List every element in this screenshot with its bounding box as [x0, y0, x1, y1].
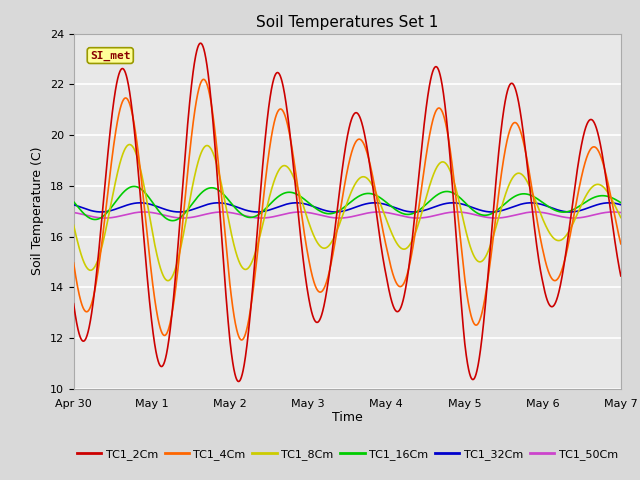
X-axis label: Time: Time — [332, 411, 363, 424]
TC1_8Cm — [303, 216, 311, 222]
TC1_8Cm — [617, 215, 625, 220]
TC1_16Cm — [130, 183, 138, 189]
TC1_16Cm — [303, 199, 311, 204]
TC1_8Cm — [132, 151, 140, 157]
TC1_32Cm — [97, 209, 105, 215]
TC1_50Cm — [218, 209, 226, 215]
Line: TC1_32Cm: TC1_32Cm — [74, 203, 621, 212]
TC1_4Cm — [200, 76, 207, 82]
TC1_32Cm — [70, 202, 77, 207]
TC1_16Cm — [617, 200, 625, 205]
TC1_16Cm — [132, 184, 140, 190]
TC1_2Cm — [548, 304, 556, 310]
TC1_4Cm — [607, 192, 614, 197]
Line: TC1_50Cm: TC1_50Cm — [74, 212, 621, 218]
TC1_2Cm — [132, 144, 140, 150]
TC1_32Cm — [132, 200, 140, 206]
TC1_32Cm — [280, 202, 287, 208]
Line: TC1_16Cm: TC1_16Cm — [74, 186, 621, 221]
Line: TC1_4Cm: TC1_4Cm — [74, 79, 621, 340]
TC1_50Cm — [617, 210, 625, 216]
TC1_4Cm — [303, 250, 311, 256]
TC1_50Cm — [280, 211, 287, 217]
TC1_2Cm — [235, 379, 243, 384]
TC1_8Cm — [280, 163, 287, 168]
TC1_16Cm — [165, 217, 173, 223]
TC1_32Cm — [303, 202, 311, 207]
TC1_8Cm — [164, 278, 172, 284]
TC1_4Cm — [280, 109, 287, 115]
TC1_2Cm — [196, 40, 204, 46]
Legend: TC1_2Cm, TC1_4Cm, TC1_8Cm, TC1_16Cm, TC1_32Cm, TC1_50Cm: TC1_2Cm, TC1_4Cm, TC1_8Cm, TC1_16Cm, TC1… — [72, 444, 622, 464]
TC1_2Cm — [70, 301, 77, 307]
TC1_8Cm — [165, 277, 173, 283]
TC1_32Cm — [292, 200, 300, 206]
TC1_2Cm — [164, 339, 172, 345]
Text: SI_met: SI_met — [90, 50, 131, 60]
TC1_32Cm — [607, 200, 614, 206]
TC1_2Cm — [303, 288, 311, 294]
TC1_8Cm — [548, 233, 556, 239]
Title: Soil Temperatures Set 1: Soil Temperatures Set 1 — [256, 15, 438, 30]
TC1_50Cm — [164, 213, 172, 219]
TC1_2Cm — [607, 206, 614, 212]
TC1_32Cm — [548, 205, 556, 211]
TC1_8Cm — [70, 222, 77, 228]
Y-axis label: Soil Temperature (C): Soil Temperature (C) — [31, 147, 44, 276]
TC1_16Cm — [607, 194, 614, 200]
TC1_4Cm — [548, 275, 556, 281]
TC1_50Cm — [70, 210, 77, 216]
TC1_50Cm — [570, 215, 578, 221]
TC1_4Cm — [70, 260, 77, 266]
TC1_50Cm — [607, 209, 614, 215]
TC1_16Cm — [280, 191, 287, 196]
TC1_32Cm — [165, 207, 173, 213]
TC1_8Cm — [607, 194, 614, 200]
TC1_16Cm — [169, 218, 177, 224]
TC1_50Cm — [547, 211, 555, 217]
TC1_2Cm — [280, 87, 287, 93]
TC1_4Cm — [132, 133, 140, 139]
TC1_16Cm — [70, 199, 77, 204]
TC1_50Cm — [303, 210, 311, 216]
Line: TC1_2Cm: TC1_2Cm — [74, 43, 621, 382]
TC1_2Cm — [617, 273, 625, 279]
TC1_16Cm — [548, 205, 556, 211]
Line: TC1_8Cm: TC1_8Cm — [74, 144, 621, 281]
TC1_32Cm — [617, 202, 625, 207]
TC1_4Cm — [164, 326, 172, 332]
TC1_50Cm — [132, 210, 140, 216]
TC1_4Cm — [617, 241, 625, 247]
TC1_4Cm — [238, 337, 246, 343]
TC1_8Cm — [126, 142, 134, 147]
